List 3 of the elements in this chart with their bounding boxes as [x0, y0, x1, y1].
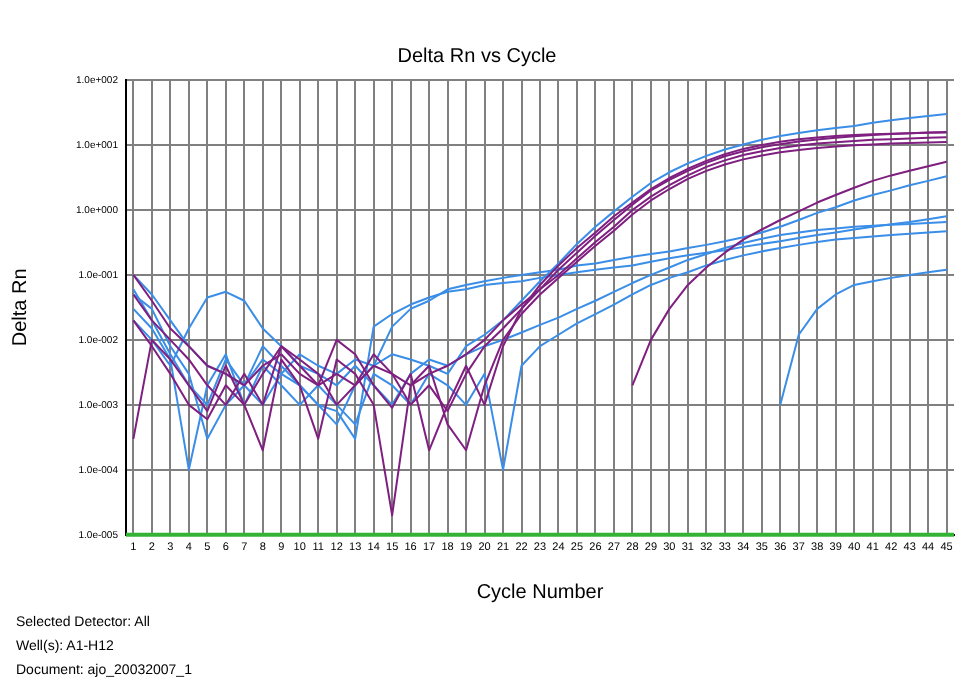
y-axis-title: Delta Rn: [9, 268, 32, 347]
x-axis-title: Cycle Number: [476, 581, 605, 604]
chart-title: Delta Rn vs Cycle: [397, 45, 558, 68]
